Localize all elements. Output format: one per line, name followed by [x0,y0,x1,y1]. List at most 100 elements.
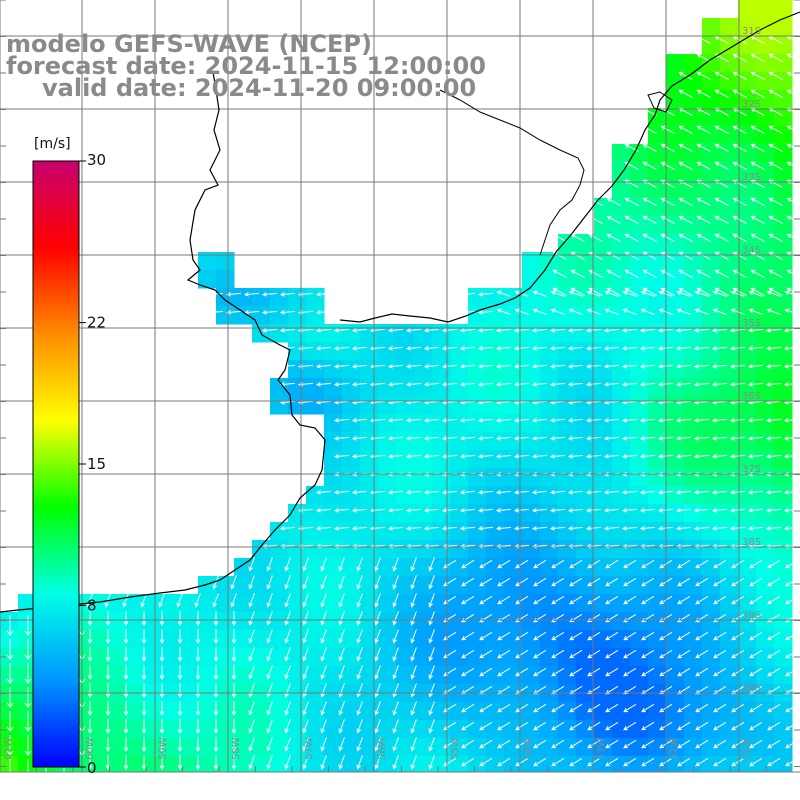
field-cell [612,216,631,235]
wind-arrow [693,345,710,351]
field-cell [756,594,775,613]
wind-arrow [568,290,583,297]
field-cell [756,576,775,595]
wind-arrow [123,629,129,645]
field-cell [540,630,559,649]
wind-arrow [551,649,565,659]
longitude-label: 56W [377,737,388,760]
wind-arrow [641,595,655,605]
field-cell [684,216,703,235]
field-cell [522,306,541,325]
wind-arrow [159,647,165,663]
wind-arrow [392,683,399,698]
field-cell [450,576,469,595]
field-cell [540,756,559,773]
wind-arrow [405,345,422,351]
field-cell [522,558,541,577]
field-cell [288,594,307,613]
field-cell [666,720,685,739]
lat-lon-grid [0,0,800,773]
field-cell [576,468,595,487]
field-cell [0,702,19,721]
wind-arrow [569,631,583,641]
field-cell [756,72,775,91]
field-cell [414,360,433,379]
field-cell [306,648,325,667]
wind-arrow [569,685,583,695]
field-cell [522,360,541,379]
field-cell [432,630,451,649]
longitude-label: 54W [523,737,534,760]
field-cell [594,666,613,685]
wind-arrow [333,453,350,459]
wind-arrow [713,649,727,659]
field-cell [756,288,775,307]
wind-arrow [768,197,783,207]
wind-arrow [123,611,129,627]
wind-arrow [338,557,345,572]
wind-arrow [732,215,747,225]
wind-arrow [729,489,746,495]
wind-arrow [459,363,476,369]
wind-arrow [315,327,332,333]
wind-arrow [441,525,458,531]
field-cell [702,90,721,109]
field-cell [558,414,577,433]
field-cell [558,576,577,595]
field-cell [684,414,703,433]
field-cell [414,378,433,397]
wind-arrow [461,649,475,659]
field-cell [612,738,631,757]
wind-arrow [696,125,711,135]
field-cell [504,612,523,631]
field-cell [306,396,325,415]
field-cell [180,612,199,631]
field-cell [108,720,127,739]
field-cell [270,666,289,685]
field-cell [612,180,631,199]
field-cell [216,252,235,271]
wind-arrow [768,269,783,279]
wind-arrow [677,739,691,749]
wind-arrow [159,683,165,699]
field-cell [594,270,613,289]
wind-arrow [641,739,655,749]
longitude-label: 52W [669,737,680,760]
field-cell [468,540,487,559]
wind-arrow [338,629,345,644]
field-cell [648,126,667,145]
field-cell [666,576,685,595]
wind-arrow [641,577,655,587]
wind-arrow [639,525,656,531]
wind-arrow [678,269,693,279]
field-cell [126,630,145,649]
field-cell [450,756,469,773]
field-cell [738,594,757,613]
field-cell [270,288,289,307]
field-cell [702,36,721,55]
wind-arrow [729,507,746,513]
latitude-label: 34S [742,245,761,256]
field-cell [630,720,649,739]
field-cell [774,306,793,325]
wind-arrow [351,489,368,495]
wind-arrow [567,525,584,531]
wind-arrow [177,701,183,717]
field-cell [702,756,721,773]
wind-arrow [515,667,529,677]
wind-arrow [605,559,619,569]
field-cell [774,324,793,343]
wind-arrow [477,309,494,315]
wind-arrow [477,363,494,369]
wind-arrow [711,417,728,423]
field-cell [756,252,775,271]
field-cell [666,540,685,559]
field-cell [648,414,667,433]
field-cell [540,432,559,451]
wind-arrow [479,631,493,641]
wind-arrow [496,308,511,315]
wind-arrow [495,381,512,387]
wind-arrow [351,453,368,459]
wind-arrow [231,665,237,681]
field-cell [378,558,397,577]
